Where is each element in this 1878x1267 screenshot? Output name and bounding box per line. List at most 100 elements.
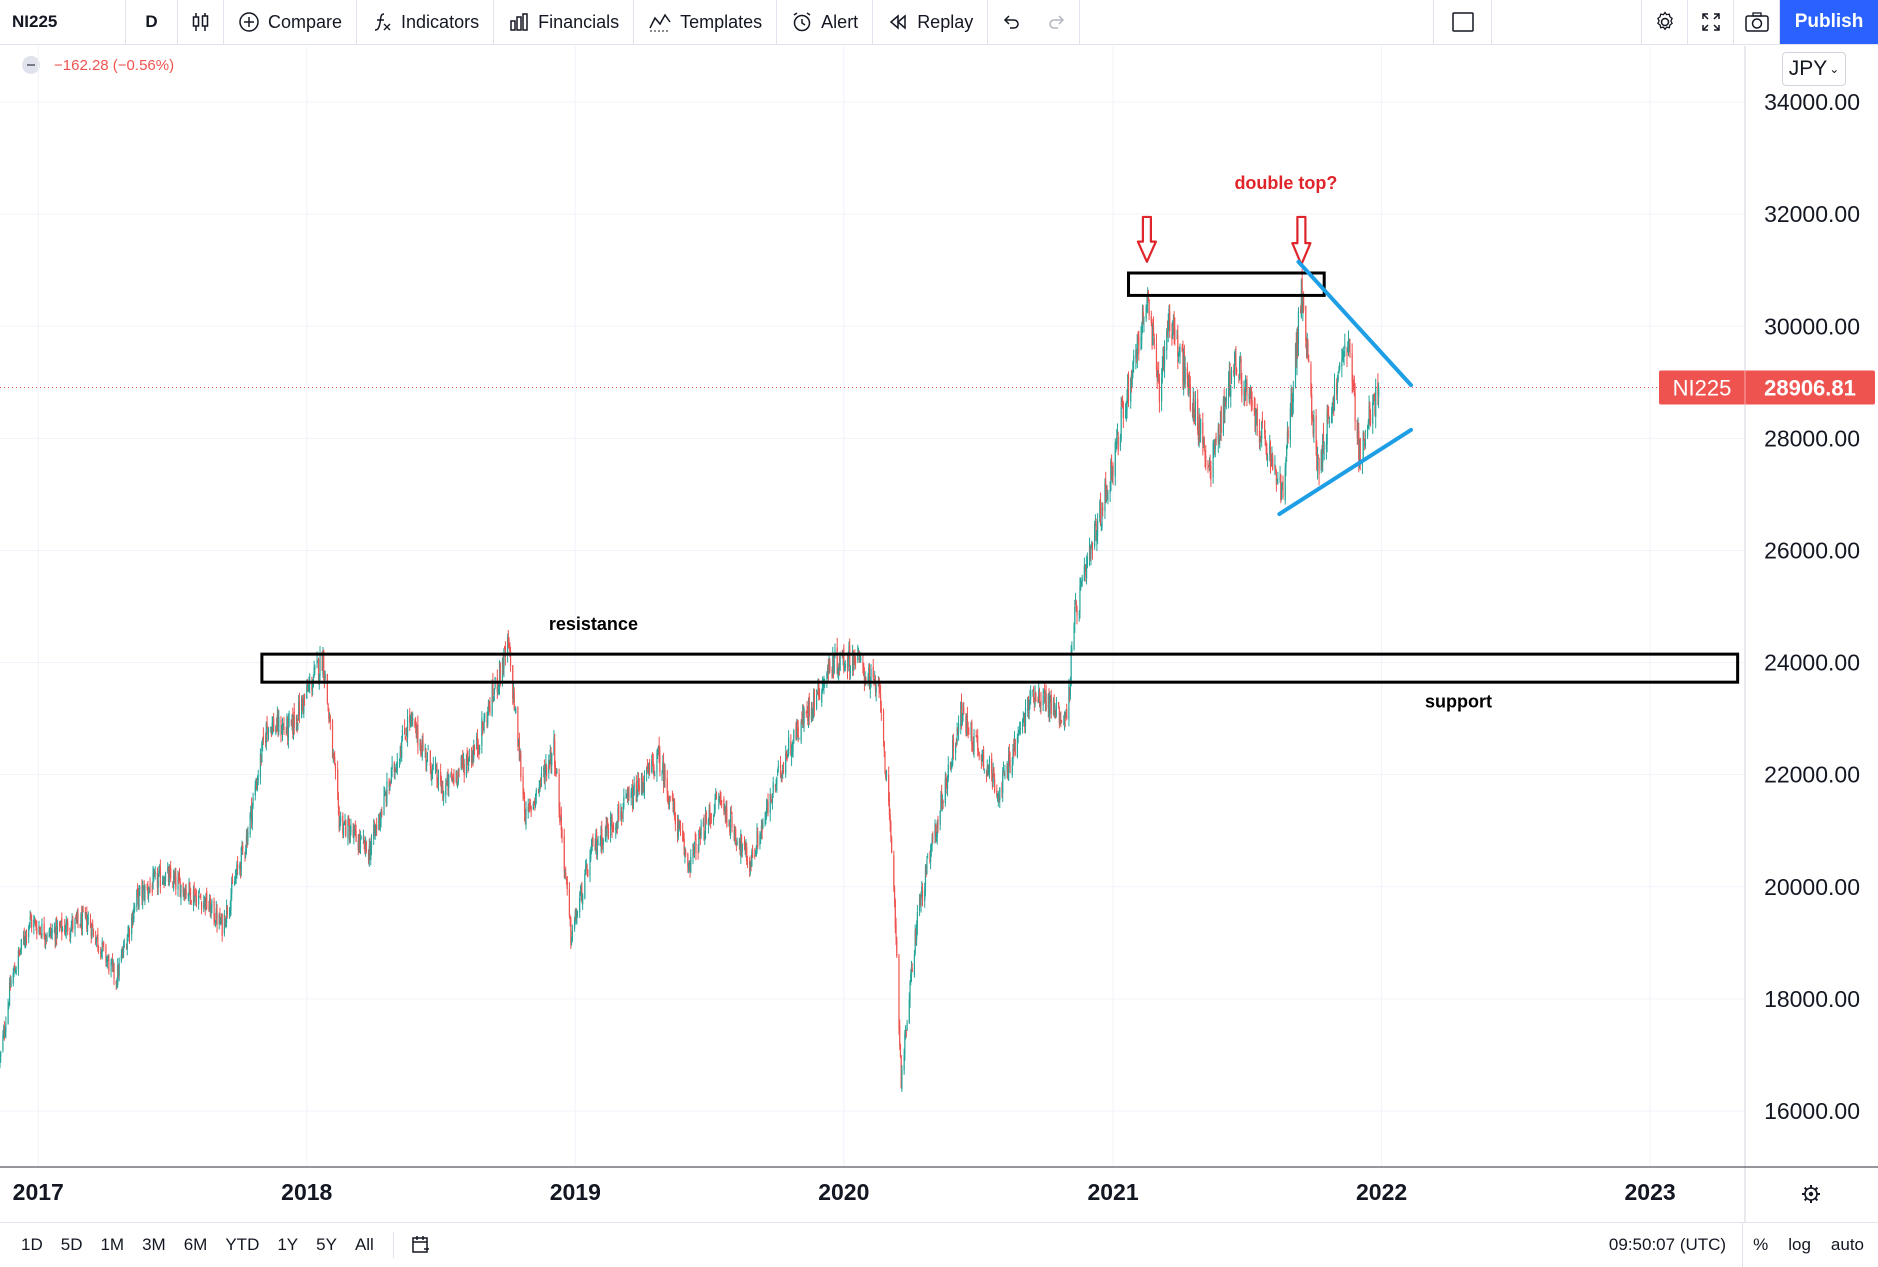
candle-body	[281, 725, 284, 734]
candle-body	[550, 751, 552, 765]
collapse-legend-button[interactable]	[22, 56, 40, 74]
candle-body	[370, 846, 372, 860]
candle-body	[991, 775, 994, 786]
candle-body	[548, 761, 551, 767]
candle-body	[1183, 355, 1185, 385]
time-axis-settings-icon[interactable]	[1802, 1185, 1820, 1203]
price-change-text: −162.28 (−0.56%)	[54, 56, 175, 74]
arrow-down-icon[interactable]	[1136, 215, 1157, 263]
candle-body	[370, 840, 373, 848]
replay-button[interactable]: Replay	[873, 0, 989, 44]
redo-button[interactable]	[1034, 0, 1081, 44]
trendline-drawing[interactable]	[1277, 427, 1414, 517]
candle-body	[601, 828, 603, 846]
candle-body	[350, 825, 352, 833]
range-button-1y[interactable]: 1Y	[277, 1235, 299, 1254]
candle-body	[264, 740, 267, 743]
candle-body	[142, 887, 144, 902]
candle-body	[1280, 475, 1282, 500]
candle-body	[1146, 304, 1148, 310]
arrow-down-icon[interactable]	[1291, 215, 1312, 266]
currency-selector[interactable]: JPY ⌄	[1782, 52, 1846, 86]
alert-button[interactable]: Alert	[777, 0, 874, 44]
auto-toggle[interactable]: auto	[1830, 1235, 1864, 1254]
rectangle-drawing[interactable]	[260, 652, 1740, 684]
candle-body	[813, 690, 815, 712]
candle-body	[1023, 715, 1025, 721]
snapshot-button[interactable]	[1734, 0, 1780, 44]
candle-body	[1250, 387, 1252, 404]
candle-body	[146, 887, 148, 888]
candle-body	[44, 934, 46, 941]
drawings[interactable]: resistance support double top?	[260, 173, 1740, 711]
candle-body	[929, 859, 931, 862]
candle-body	[288, 718, 290, 720]
fullscreen-button[interactable]	[1688, 0, 1734, 44]
candle-body	[455, 772, 457, 782]
compare-button[interactable]: Compare	[224, 0, 358, 44]
candle-body	[173, 875, 175, 889]
candle-body	[1333, 400, 1335, 407]
percent-toggle[interactable]: %	[1753, 1235, 1769, 1254]
range-button-1d[interactable]: 1D	[21, 1235, 43, 1254]
candle-body	[362, 838, 365, 840]
candle-body	[1275, 468, 1277, 470]
candle-body	[318, 673, 320, 683]
trendline-drawing[interactable]	[1296, 259, 1414, 388]
annotation-text[interactable]: support	[1425, 691, 1492, 711]
candle-body	[344, 822, 346, 823]
candle-body	[891, 837, 893, 854]
candle-body	[1039, 702, 1041, 704]
candle-body	[113, 963, 115, 979]
candle-body	[1079, 586, 1081, 612]
candle-body	[1040, 700, 1042, 706]
range-button-1m[interactable]: 1M	[100, 1235, 125, 1254]
candle-body	[19, 950, 22, 952]
candle-body	[401, 740, 403, 759]
candle-body	[1249, 393, 1251, 395]
candle-body	[956, 728, 958, 743]
interval-button[interactable]: D	[126, 0, 178, 44]
templates-button[interactable]: Templates	[634, 0, 778, 44]
range-button-6m[interactable]: 6M	[183, 1235, 208, 1254]
candle-body	[788, 737, 790, 754]
annotation-text[interactable]: double top?	[1234, 173, 1337, 193]
candle-body	[1007, 754, 1010, 781]
compare-label: Compare	[268, 11, 343, 32]
candle-body	[352, 829, 354, 836]
publish-button[interactable]: Publish	[1780, 0, 1878, 44]
candle-body	[429, 750, 431, 767]
candle-body	[1341, 358, 1343, 367]
indicators-button[interactable]: Indicators	[357, 0, 495, 44]
price-chart[interactable]: resistance support double top? 16000.00 180…	[0, 46, 1878, 1222]
candle-body	[489, 706, 491, 714]
candle-body	[1156, 367, 1158, 380]
rectangle-drawing[interactable]	[1127, 271, 1326, 297]
candle-body	[810, 708, 813, 720]
candle-body	[1184, 366, 1186, 385]
log-toggle[interactable]: log	[1788, 1235, 1811, 1254]
candle-body	[1075, 601, 1077, 609]
range-button-5y[interactable]: 5Y	[316, 1235, 337, 1254]
candle-body	[602, 839, 604, 845]
range-button-5d[interactable]: 5D	[60, 1235, 83, 1254]
candle-body	[38, 926, 40, 933]
candle-body	[1285, 458, 1287, 468]
undo-button[interactable]	[988, 0, 1034, 44]
chart-type-button[interactable]	[178, 0, 224, 44]
range-button-ytd[interactable]: YTD	[225, 1235, 260, 1254]
candle-body	[1119, 436, 1122, 448]
symbol-search-button[interactable]: NI225	[0, 0, 126, 44]
financials-button[interactable]: Financials	[494, 0, 635, 44]
candle-body	[594, 843, 596, 851]
settings-button[interactable]	[1642, 0, 1688, 44]
layout-button[interactable]	[1434, 0, 1492, 44]
candle-body	[30, 914, 32, 920]
candle-body	[1295, 343, 1297, 365]
clock-text[interactable]: 09:50:07 (UTC)	[1593, 1223, 1744, 1267]
range-button-all[interactable]: All	[354, 1235, 374, 1254]
candle-body	[1066, 708, 1068, 719]
candle-body	[682, 830, 684, 842]
goto-date-button[interactable]	[404, 1234, 438, 1256]
range-button-3m[interactable]: 3M	[142, 1235, 166, 1254]
